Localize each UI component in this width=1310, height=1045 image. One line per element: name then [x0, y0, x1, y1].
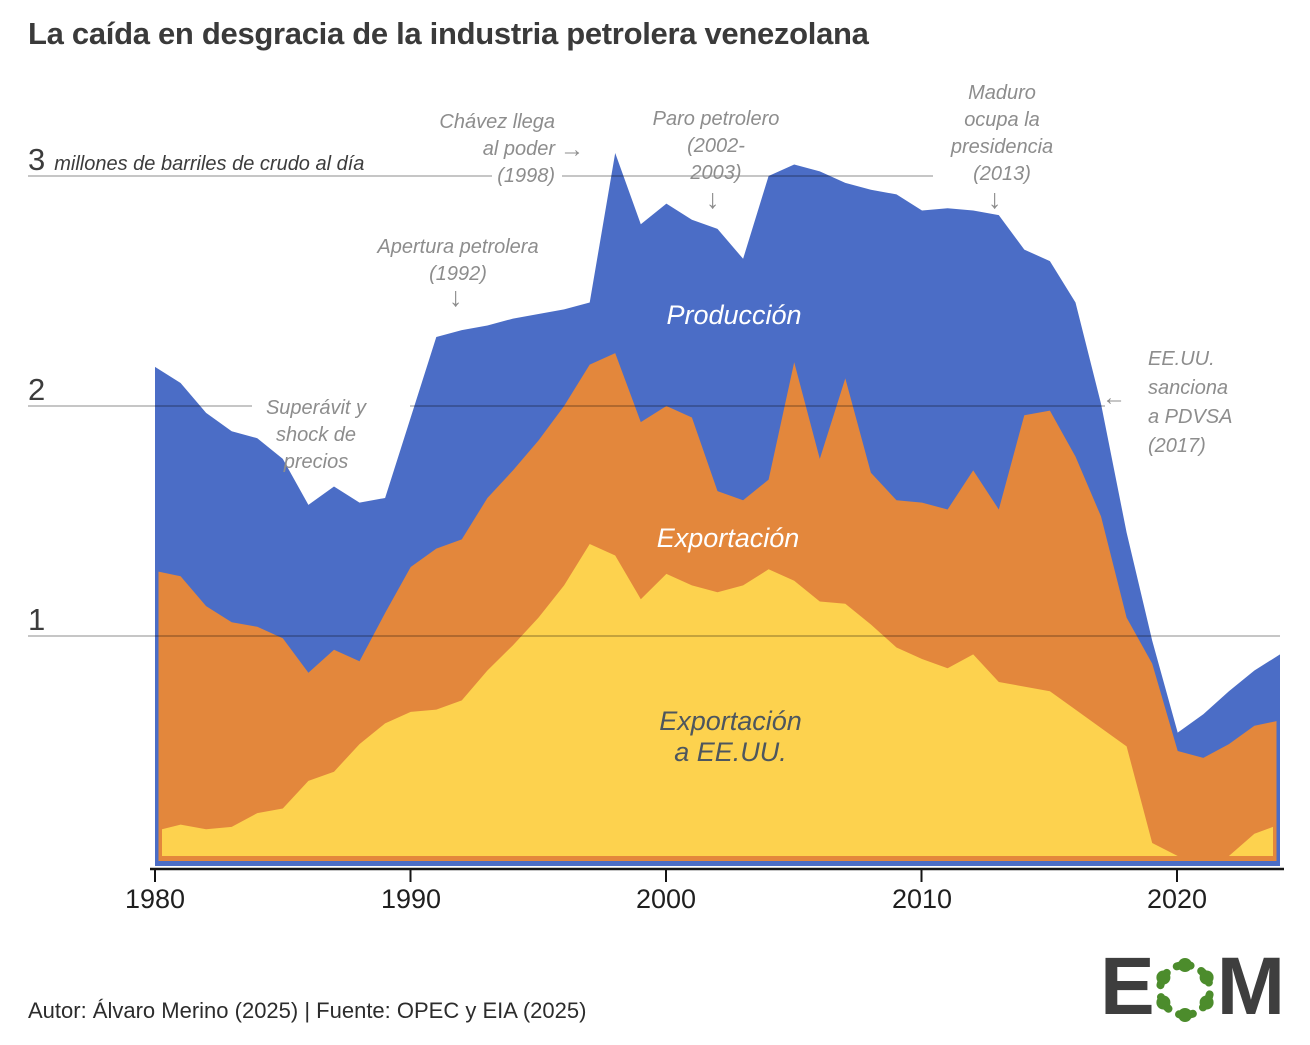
eom-ring-icon — [1155, 958, 1214, 1022]
series-label-produccion: Producción — [666, 300, 802, 330]
eom-logo: E M — [1100, 941, 1285, 1032]
eom-logo-letter-e: E — [1100, 941, 1155, 1032]
series-label-line: Exportación — [659, 706, 802, 736]
arrow-right-icon: → — [560, 136, 584, 163]
annotation-line: Chávez llega — [439, 111, 555, 133]
y-axis-tick-2: 2 — [28, 372, 45, 408]
y-tick-value: 3 — [28, 142, 46, 177]
annotation-line: Maduro — [968, 82, 1036, 104]
arrow-left-icon: ← — [1102, 384, 1126, 411]
annotation-line: precios — [283, 451, 349, 473]
chart-title: La caída en desgracia de la industria pe… — [28, 16, 869, 51]
annotation-line: (1998) — [497, 165, 555, 187]
annotation-line: Apertura petrolera — [377, 236, 539, 258]
annotation-line: al poder — [482, 138, 555, 160]
annotation-line: a PDVSA — [1148, 406, 1233, 428]
x-axis-tick-2010: 2010 — [891, 884, 953, 914]
annotation-chavez: Chávez llega al poder (1998) — [375, 109, 555, 190]
arrow-down-icon: ↓ — [988, 184, 1002, 214]
y-axis-unit-label: millones de barriles de crudo al día — [54, 153, 365, 175]
arrow-down-icon: ↓ — [449, 282, 463, 312]
annotation-line: shock de — [275, 424, 357, 446]
x-axis-tick-1980: 1980 — [124, 884, 186, 914]
y-tick-value: 1 — [28, 602, 46, 637]
annotation-apertura-petrolera: Apertura petrolera (1992) — [348, 234, 568, 288]
annotation-sanciones-pdvsa: EE.UU. sanciona a PDVSA (2017) — [1148, 345, 1278, 461]
annotation-line: (2017) — [1148, 435, 1206, 457]
annotation-maduro: Maduro ocupa la presidencia (2013) — [917, 80, 1087, 188]
series-label-line: a EE.UU. — [674, 737, 787, 767]
y-tick-value: 2 — [28, 372, 46, 407]
source-credit: Autor: Álvaro Merino (2025) | Fuente: OP… — [28, 998, 587, 1023]
x-axis-tick-2020: 2020 — [1146, 884, 1208, 914]
annotation-line: Superávit y — [265, 397, 367, 419]
arrow-down-icon: ↓ — [706, 184, 720, 214]
series-label-exportacion: Exportación — [656, 523, 800, 553]
eom-logo-letter-m: M — [1216, 941, 1285, 1032]
annotation-line: Paro petrolero — [652, 108, 780, 130]
series-label-exportacion-eeuu: Exportación a EE.UU. — [628, 706, 833, 768]
annotation-line: (1992) — [429, 263, 487, 285]
x-axis-tick-1990: 1990 — [380, 884, 442, 914]
annotation-line: (2013) — [973, 163, 1031, 185]
annotation-line: presidencia — [950, 136, 1054, 158]
y-axis-tick-1: 1 — [28, 602, 45, 638]
annotation-line: ocupa la — [964, 109, 1040, 131]
annotation-line: 2003) — [690, 162, 742, 184]
area-exportacion-eeuu — [162, 544, 1273, 856]
annotation-line: (2002- — [687, 135, 745, 157]
y-axis-tick-3: 3 millones de barriles de crudo al día — [28, 142, 364, 178]
annotation-paro-petrolero: Paro petrolero (2002- 2003) — [641, 106, 791, 187]
x-axis-tick-2000: 2000 — [635, 884, 697, 914]
annotation-line: EE.UU. — [1148, 348, 1215, 370]
annotation-line: sanciona — [1148, 377, 1229, 399]
annotation-superavit: Superávit y shock de precios — [236, 395, 396, 476]
